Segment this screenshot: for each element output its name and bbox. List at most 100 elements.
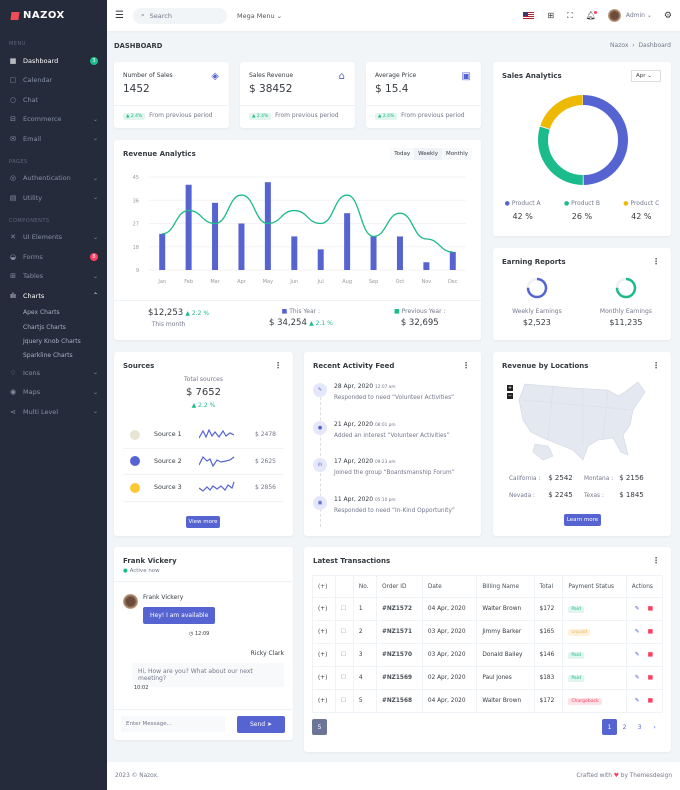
us-flag-icon[interactable] [523, 12, 535, 19]
avatar[interactable] [607, 9, 621, 22]
month-select[interactable]: Apr ⌄ [631, 70, 661, 82]
row-checkbox[interactable]: ☐ [334, 620, 354, 644]
tab-monthly[interactable]: Monthly [445, 151, 468, 157]
cell-order-id[interactable]: #NZ1571 [375, 620, 423, 644]
x-tick-label: Oct [396, 279, 405, 285]
sidebar-item-tables[interactable]: ⊞ Tables ⌄ [0, 267, 107, 287]
row-checkbox[interactable]: ☐ [334, 689, 354, 713]
x-tick-label: Sep [369, 279, 378, 285]
table-row: (+) ☐ 2 #NZ1571 03 Apr, 2020 Jimmy Barke… [312, 620, 664, 644]
edit-icon[interactable]: ✎ [634, 675, 640, 681]
fullscreen-icon[interactable]: ⛶ [567, 10, 573, 20]
sidebar-item-multi-level[interactable]: ⋖ Multi Level ⌄ [0, 402, 107, 422]
sales-donut-chart [538, 95, 628, 185]
expand-row-button[interactable]: (+) [312, 689, 336, 713]
sidebar-item-forms[interactable]: ◒ Forms 8 [0, 247, 107, 267]
activity-item: ✎ 28 Apr, 2020 12:07 am Responded to nee… [313, 383, 476, 421]
more-options-icon[interactable]: ⋮ [652, 556, 660, 565]
expand-row-button[interactable]: (+) [312, 666, 336, 690]
map-zoom-out-button[interactable]: − [507, 393, 513, 399]
logo[interactable]: NAZOX [0, 0, 107, 31]
page-size-select[interactable]: 5 [312, 719, 327, 735]
row-checkbox[interactable]: ☐ [334, 597, 354, 621]
learn-more-button[interactable]: Learn more [564, 514, 601, 526]
row-checkbox[interactable]: ☐ [334, 643, 354, 667]
search-input[interactable]: ⌕ Search [132, 7, 227, 24]
status-badge: Paid [568, 652, 584, 659]
sidebar-subitem[interactable]: Chartjs Charts [23, 323, 66, 331]
pencil-ruler-icon: ✕ [10, 233, 16, 242]
sidebar-item-label: Forms [23, 252, 43, 261]
sidebar-item-email[interactable]: ✉ Email ⌄ [0, 129, 107, 149]
pagination-button[interactable]: › [653, 723, 656, 731]
expand-row-button[interactable]: (+) [312, 597, 336, 621]
edit-icon[interactable]: ✎ [634, 606, 640, 612]
sidebar-item-ui-elements[interactable]: ✕ UI Elements ⌄ [0, 228, 107, 248]
sidebar-item-label: Maps [23, 388, 41, 397]
sidebar-item-chat[interactable]: ○ Chat [0, 90, 107, 110]
more-options-icon[interactable]: ⋮ [652, 257, 660, 266]
row-checkbox[interactable]: ☐ [334, 666, 354, 690]
sidebar-item-ecommerce[interactable]: ⊟ Ecommerce ⌄ [0, 110, 107, 130]
column-header: Actions [625, 575, 664, 598]
status-badge: Paid [568, 675, 584, 682]
sidebar-item-authentication[interactable]: ◎ Authentication ⌄ [0, 169, 107, 189]
pagination-button[interactable]: 1 [602, 719, 617, 735]
cell-order-id[interactable]: #NZ1570 [375, 643, 423, 667]
activity-item: ● 21 Apr, 2020 08:01 pm Added an interes… [313, 420, 476, 459]
more-options-icon[interactable]: ⋮ [652, 361, 660, 370]
sidebar-subitem[interactable]: Sparkline Charts [23, 352, 73, 360]
tab-today[interactable]: Today [394, 151, 411, 157]
sidebar-item-charts[interactable]: ılı Charts ⌃ [0, 286, 107, 306]
delete-icon[interactable]: ■ [647, 629, 654, 635]
edit-icon[interactable]: ✎ [634, 652, 640, 658]
delete-icon[interactable]: ■ [647, 698, 654, 704]
settings-gear-icon[interactable]: ⚙ [663, 10, 672, 21]
tab-weekly[interactable]: Weekly [414, 148, 442, 160]
more-options-icon[interactable]: ⋮ [462, 361, 470, 370]
source-row: Source 1 $ 2478 [123, 422, 284, 449]
legend-item: ● Product A 42 % [504, 200, 541, 221]
map-zoom-in-button[interactable]: + [507, 385, 513, 391]
sidebar-item-icons[interactable]: ♢ Icons ⌄ [0, 363, 107, 383]
stat-value: $ 15.4 [375, 83, 409, 95]
send-button[interactable]: Send ➤ [237, 716, 285, 733]
pagination-button[interactable]: 2 [622, 723, 627, 731]
bar [423, 262, 430, 270]
revenue-locations-card: Revenue by Locations ⋮ + − California : … [493, 352, 671, 536]
edit-icon[interactable]: ✎ [634, 698, 640, 704]
menu-toggle-icon[interactable]: ☰ [115, 10, 124, 21]
edit-icon[interactable]: ✎ [634, 629, 640, 635]
pagination-button[interactable]: 3 [637, 723, 642, 731]
apps-grid-icon[interactable]: ⊞ [547, 11, 555, 20]
us-map[interactable] [513, 380, 653, 470]
mega-menu-button[interactable]: Mega Menu ⌄ [236, 11, 283, 20]
sidebar-item-maps[interactable]: ◉ Maps ⌄ [0, 383, 107, 403]
breadcrumb-item[interactable]: Nazox [610, 42, 629, 49]
copyright: 2023 © Nazox. [115, 773, 159, 779]
edit-icon: ✎ [313, 383, 327, 397]
stat-note: From previous period [149, 112, 213, 119]
user-menu[interactable]: Admin ⌄ [625, 12, 652, 19]
sidebar-item-dashboard[interactable]: ▦ Dashboard 3 [0, 51, 107, 71]
column-header[interactable] [334, 575, 354, 598]
message-input[interactable]: Enter Message... [121, 716, 225, 732]
more-options-icon[interactable]: ⋮ [274, 361, 282, 370]
notification-bell-icon[interactable]: 🔔︎ [585, 11, 597, 20]
cell-no: 1 [352, 597, 377, 621]
delete-icon[interactable]: ■ [647, 652, 654, 658]
bar [264, 182, 271, 270]
sidebar-item-calendar[interactable]: ▢ Calendar [0, 71, 107, 91]
view-more-button[interactable]: View more [186, 516, 220, 528]
delete-icon[interactable]: ■ [647, 606, 654, 612]
sidebar-item-utility[interactable]: ▤ Utility ⌄ [0, 188, 107, 208]
cell-order-id[interactable]: #NZ1572 [375, 597, 423, 621]
cell-order-id[interactable]: #NZ1568 [375, 689, 423, 713]
sidebar-subitem[interactable]: Jquery Knob Charts [23, 337, 81, 345]
expand-row-button[interactable]: (+) [312, 643, 336, 667]
expand-row-button[interactable]: (+) [312, 620, 336, 644]
delete-icon[interactable]: ■ [647, 675, 654, 681]
cell-order-id[interactable]: #NZ1569 [375, 666, 423, 690]
sidebar-subitem[interactable]: Apex Charts [23, 309, 60, 317]
stat-label: Sales Revenue [249, 72, 294, 79]
